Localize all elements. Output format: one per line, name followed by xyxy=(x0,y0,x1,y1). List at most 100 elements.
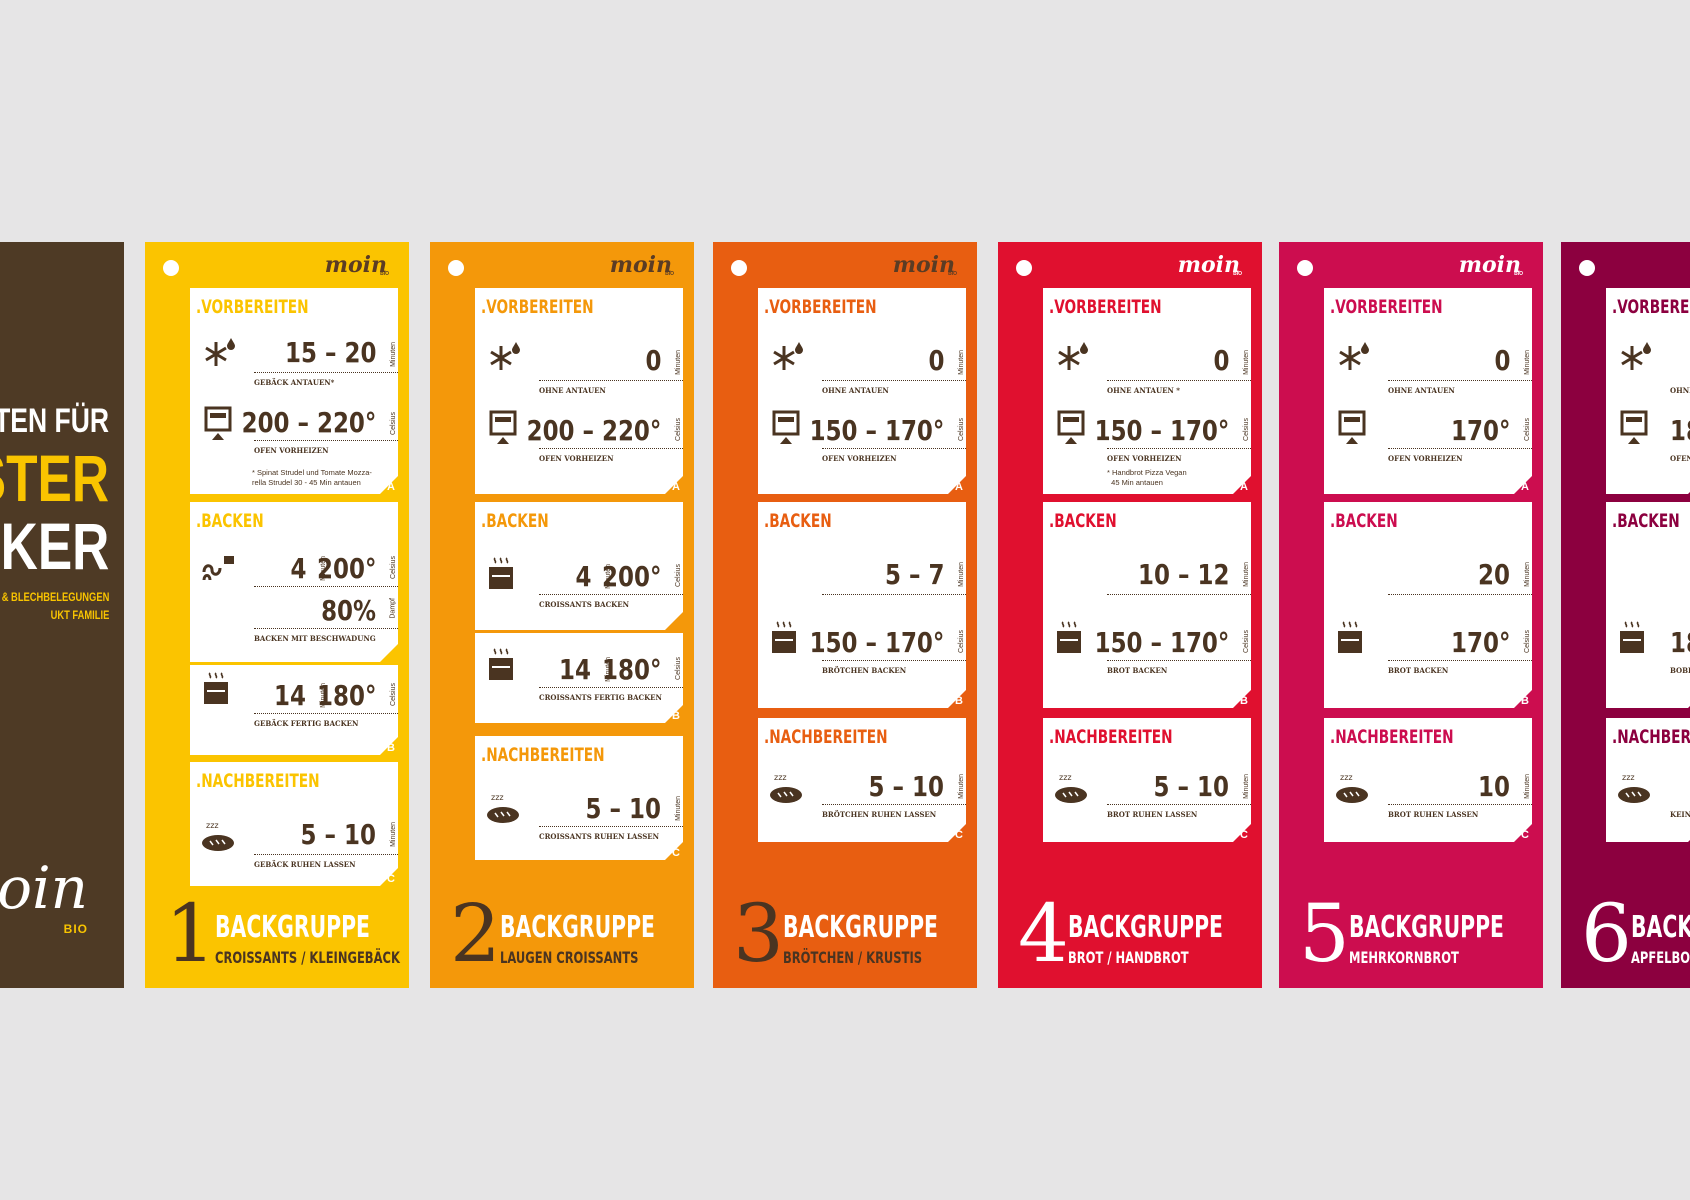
unit-label: Minuten xyxy=(390,822,397,847)
preheat-caption: OFEN VORHEIZEN xyxy=(1388,454,1463,463)
oven-icon xyxy=(198,406,238,442)
cover-line-5: UKT FAMILIE xyxy=(50,608,109,622)
section-title: .VORBEREITEN xyxy=(1049,296,1162,318)
svg-text:zzz: zzz xyxy=(206,821,219,830)
oven-icon xyxy=(766,410,806,446)
divider xyxy=(1388,594,1532,595)
section-title: .VORBEREITEN xyxy=(481,296,594,318)
unit-label: Minuten xyxy=(390,342,397,367)
unit-label: Minuten xyxy=(958,350,965,375)
divider xyxy=(539,380,683,381)
unit-label: Celsius xyxy=(1524,418,1531,441)
bake-caption: BACKEN MIT BESCHWADUNG xyxy=(254,634,376,643)
section-nachbereiten: .NACHBEREITEN zzz 10 Minuten BROT RUHEN … xyxy=(1324,718,1532,842)
bake-time: 5 – 7 xyxy=(884,558,944,591)
section-letter: A xyxy=(955,481,963,493)
section-vorbereiten: .VORBEREITEN 15 – 20 Minuten GEBÄCK ANTA… xyxy=(190,288,398,494)
cover-line-2: STER xyxy=(0,441,110,515)
preheat-temp: 18 xyxy=(1670,414,1690,447)
oven-icon xyxy=(483,410,523,446)
divider xyxy=(822,804,966,805)
divider xyxy=(539,448,683,449)
unit-label: Celsius xyxy=(958,630,965,653)
section-backen: .BACKEN 18 BOBBE xyxy=(1606,502,1690,708)
thaw-caption: OHNE ANTAUEN xyxy=(539,386,606,395)
unit-label: Celsius xyxy=(675,418,682,441)
brand-logo: moin xyxy=(1177,252,1240,278)
section-vorbereiten: .VORBEREITEN 0 Minuten OHNE ANTAUEN * 15… xyxy=(1043,288,1251,494)
bake-temp: 170° xyxy=(1450,626,1510,659)
preheat-caption: OFEN VORHEIZEN xyxy=(254,446,329,455)
section-letter: C xyxy=(955,829,963,841)
hang-hole xyxy=(163,260,179,276)
bake-minutes: 14 xyxy=(559,653,591,686)
divider xyxy=(1388,804,1532,805)
section-title: .BACKEN xyxy=(481,510,549,532)
hang-hole xyxy=(731,260,747,276)
section-title: .BACKEN xyxy=(196,510,264,532)
bake-caption: BROT BACKEN xyxy=(1388,666,1449,675)
unit-label: Minuten xyxy=(1243,562,1250,587)
footnote-text: * Spinat Strudel und Tomate Mozza- rella… xyxy=(252,468,372,487)
cover-line-3: KER xyxy=(0,509,109,583)
unit-label: Minuten xyxy=(1524,774,1531,799)
divider xyxy=(1107,660,1251,661)
section-letter: A xyxy=(387,481,395,493)
brand-bio: BIO xyxy=(380,271,389,277)
resting-bread-icon: zzz xyxy=(483,790,523,826)
rest-caption: BROT RUHEN LASSEN xyxy=(1388,810,1479,819)
bake-time: 10 – 12 xyxy=(1137,558,1229,591)
preheat-caption: OFEN VORHEIZEN xyxy=(822,454,897,463)
divider xyxy=(822,594,966,595)
thaw-caption: OHNE ANTAUEN * xyxy=(1107,386,1180,395)
rest-time: 5 – 10 xyxy=(585,792,661,825)
unit-label: Celsius xyxy=(390,412,397,435)
preheat-temp: 150 – 170° xyxy=(1094,414,1229,447)
group-title: BACKGRUPPE xyxy=(783,910,938,945)
group-number: 2 xyxy=(450,887,501,980)
footnote: * Spinat Strudel und Tomate Mozza- rella… xyxy=(252,468,372,488)
section-title: .NACHBER xyxy=(1612,726,1690,748)
bake-minutes: 4 xyxy=(290,552,306,585)
thaw-caption: OHNE xyxy=(1670,386,1690,395)
bake-minutes: 14 xyxy=(274,679,306,712)
rest-caption: CROISSANTS RUHEN LASSEN xyxy=(539,832,659,841)
thaw-icon xyxy=(766,338,806,374)
divider xyxy=(1388,448,1532,449)
section-title: .VORBEREITEN xyxy=(196,296,309,318)
unit-label: Celsius xyxy=(958,418,965,441)
preheat-caption: OFEN VORHEIZEN xyxy=(539,454,614,463)
baking-tray-icon xyxy=(1051,620,1091,656)
thaw-time: 0 xyxy=(1494,344,1510,377)
preheat-temp: 150 – 170° xyxy=(809,414,944,447)
divider xyxy=(1107,594,1251,595)
divider xyxy=(254,440,398,441)
rest-time: 5 – 10 xyxy=(1153,770,1229,803)
brand-bio: BIO xyxy=(1514,271,1523,277)
panel-2: moin BIO .VORBEREITEN 0 Minuten OHNE ANT… xyxy=(430,242,694,988)
divider xyxy=(1388,660,1532,661)
section-letter: B xyxy=(955,695,963,707)
divider xyxy=(539,826,683,827)
section-title: .NACHBEREITEN xyxy=(196,770,320,792)
resting-bread-icon: zzz xyxy=(198,818,238,854)
svg-text:zzz: zzz xyxy=(1059,773,1072,782)
section-backen-2: 14 Minuten 180° Celsius CROISSANTS FERTI… xyxy=(475,630,683,723)
brand-logo: moin xyxy=(609,252,672,278)
svg-text:zzz: zzz xyxy=(774,773,787,782)
rest-caption: GEBÄCK RUHEN LASSEN xyxy=(254,860,356,869)
group-number: 1 xyxy=(165,887,216,980)
thaw-time: 15 – 20 xyxy=(284,336,376,369)
brand-bio: BIO xyxy=(948,271,957,277)
oven-icon xyxy=(1051,410,1091,446)
section-letter: C xyxy=(672,847,680,859)
unit-label: Celsius xyxy=(675,657,682,680)
divider xyxy=(822,660,966,661)
group-number: 5 xyxy=(1299,887,1350,980)
bake-temp: 200° xyxy=(601,560,661,593)
section-backen: .BACKEN 4 Minuten 200° Celsius 80% Dampf… xyxy=(190,502,398,662)
thaw-icon xyxy=(1614,338,1654,374)
divider xyxy=(822,380,966,381)
section-letter: C xyxy=(1521,829,1529,841)
section-vorbereiten: .VORBEREITEN 0 Minuten OHNE ANTAUEN 170°… xyxy=(1324,288,1532,494)
